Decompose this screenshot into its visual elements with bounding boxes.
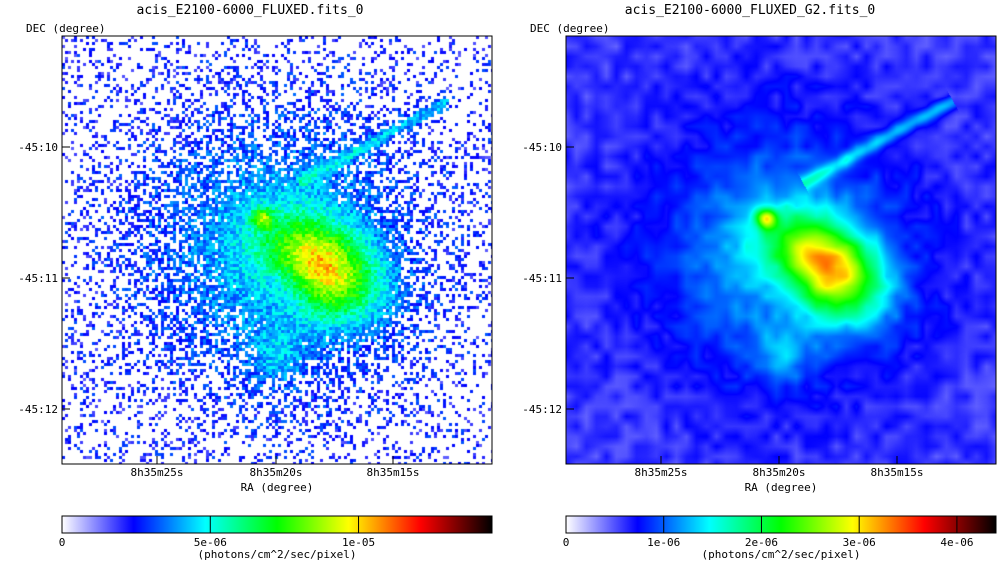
smoothed-image-canvas[interactable] — [566, 36, 996, 464]
panel-title: acis_E2100-6000_FLUXED.fits_0 — [136, 3, 364, 18]
left-plot: -45:10 -45:11 -45:12 8h35m25s 8h35m20s 8… — [18, 35, 493, 549]
dec-tick-label: -45:12 — [522, 403, 562, 416]
image-frame — [61, 35, 493, 465]
colorbar-frame — [565, 515, 997, 534]
right-plot: -45:10 -45:11 -45:12 8h35m25s 8h35m20s 8… — [522, 35, 997, 549]
ra-tick-label: 8h35m20s — [250, 466, 303, 479]
dec-tick-label: -45:12 — [18, 403, 58, 416]
colorbar-units: (photons/cm^2/sec/pixel) — [197, 548, 357, 561]
colorbar-frame — [61, 515, 493, 534]
ra-axis-label: RA (degree) — [240, 481, 314, 494]
dec-axis-label: DEC (degree) — [26, 22, 106, 35]
dec-tick-label: -45:11 — [522, 272, 562, 285]
colorbar-units: (photons/cm^2/sec/pixel) — [701, 548, 861, 561]
image-area[interactable] — [566, 36, 996, 464]
colorbar-tick-label: 3e-06 — [843, 536, 876, 549]
ra-axis-label: RA (degree) — [744, 481, 818, 494]
xray-image-canvas[interactable] — [62, 36, 492, 464]
dec-tick-label: -45:10 — [522, 141, 562, 154]
left-panel: acis_E2100-6000_FLUXED.fits_0 DEC (degre… — [18, 3, 493, 561]
colorbar-tick-label: 5e-06 — [194, 536, 227, 549]
ra-tick-label: 8h35m20s — [753, 466, 806, 479]
ra-ticks: 8h35m25s 8h35m20s 8h35m15s — [131, 456, 420, 479]
colorbar-tick-label: 1e-05 — [342, 536, 375, 549]
colorbar: 0 1e-06 2e-06 3e-06 4e-06 — [563, 515, 997, 549]
image-area[interactable] — [62, 36, 492, 464]
colorbar-tick-label: 0 — [59, 536, 66, 549]
dec-ticks: -45:10 -45:11 -45:12 — [522, 141, 574, 416]
ra-tick-label: 8h35m15s — [871, 466, 924, 479]
dec-tick-label: -45:11 — [18, 272, 58, 285]
colorbar-tick-label: 4e-06 — [940, 536, 973, 549]
ra-tick-label: 8h35m15s — [367, 466, 420, 479]
colorbar-gradient — [566, 516, 996, 533]
right-panel: acis_E2100-6000_FLUXED_G2.fits_0 DEC (de… — [504, 0, 1000, 587]
dec-tick-label: -45:10 — [18, 141, 58, 154]
dec-ticks: -45:10 -45:11 -45:12 — [18, 141, 70, 416]
panel-title: acis_E2100-6000_FLUXED_G2.fits_0 — [624, 3, 876, 18]
colorbar-tick-label: 2e-06 — [745, 536, 778, 549]
ra-tick-label: 8h35m25s — [635, 466, 688, 479]
ra-ticks: 8h35m25s 8h35m20s 8h35m15s — [635, 456, 924, 479]
colorbar-tick-label: 1e-06 — [647, 536, 680, 549]
colorbar-gradient — [62, 516, 492, 533]
image-frame — [565, 35, 997, 465]
colorbar-tick-label: 0 — [563, 536, 570, 549]
dec-axis-label: DEC (degree) — [530, 22, 610, 35]
colorbar: 0 5e-06 1e-05 — [59, 515, 493, 549]
ra-tick-label: 8h35m25s — [131, 466, 184, 479]
